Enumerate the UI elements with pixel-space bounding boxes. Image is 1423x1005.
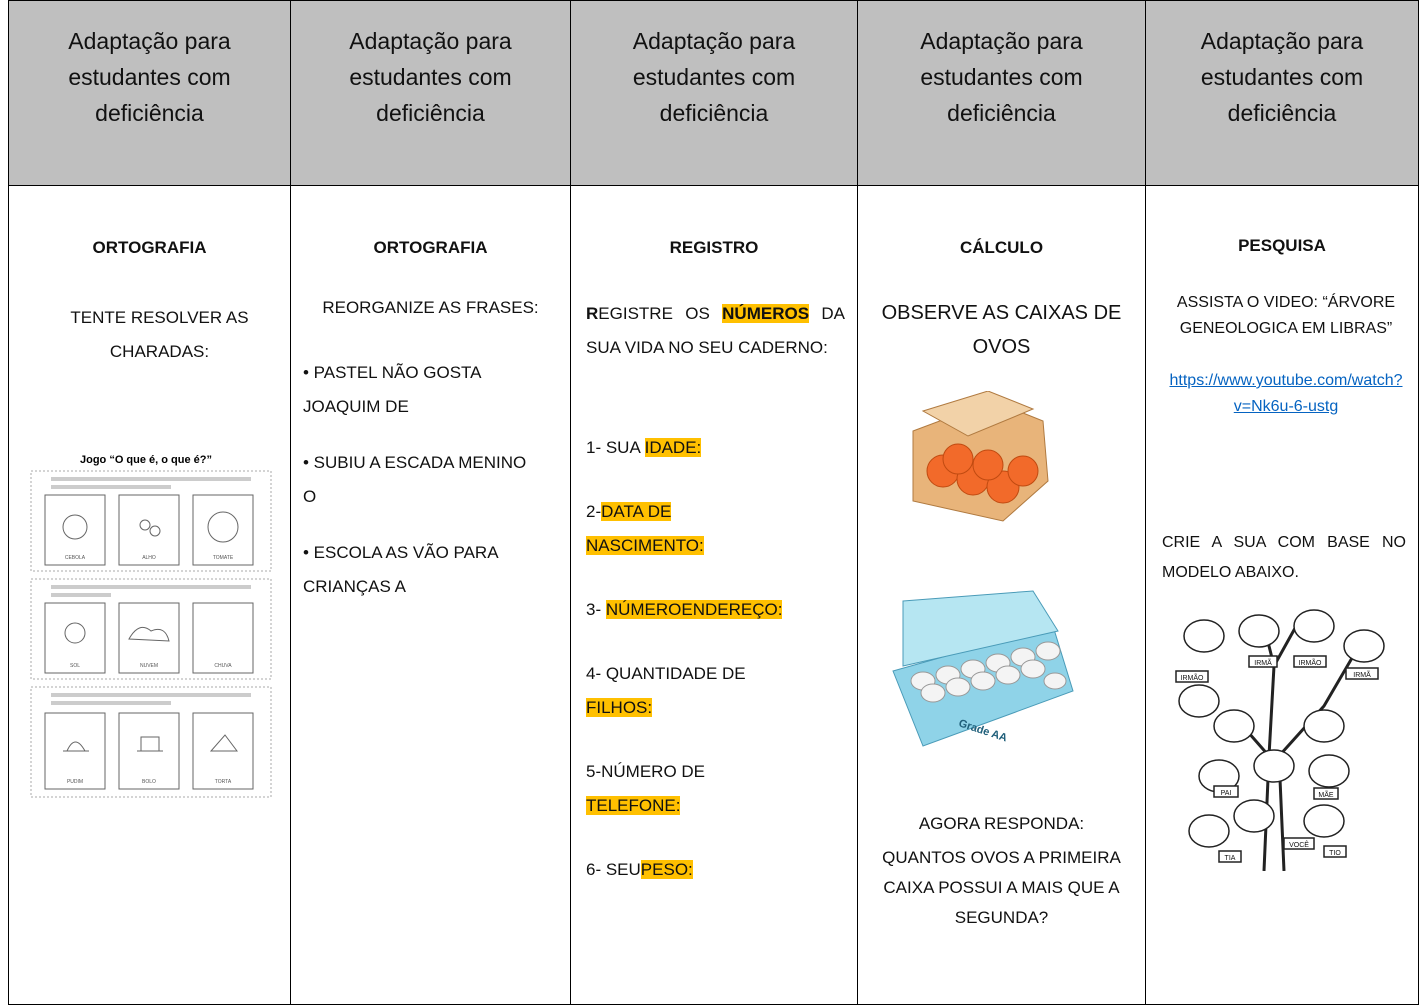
tree-label: IRMÃ — [1254, 658, 1272, 667]
item: • ESCOLA AS VÃO PARA CRIANÇAS A — [303, 543, 498, 596]
header-cell: Adaptação para estudantes com deficiênci… — [8, 0, 291, 186]
cell: ORTOGRAFIA REORGANIZE AS FRASES: • PASTE… — [290, 185, 571, 1005]
item: 6- SEUPESO: — [586, 853, 821, 887]
header-cell: Adaptação para estudantes com deficiênci… — [290, 0, 571, 186]
header-text: Adaptação para estudantes com deficiênci… — [349, 28, 512, 126]
tree-label: TIA — [1225, 855, 1236, 862]
item-field: IDADE: — [644, 438, 702, 457]
link-box: https://www.youtube.com/watch?v=Nk6u-6-u… — [1166, 368, 1406, 420]
cell: REGISTRO REGISTRE OS NÚMEROS DA SUA VIDA… — [570, 185, 858, 1005]
instruction: ASSISTA O VIDEO: “ÁRVORE GENEOLOGICA EM … — [1176, 294, 1396, 337]
worksheet-label: CHUVA — [214, 663, 232, 669]
worksheet-label: CEBOLA — [65, 555, 86, 561]
tree-label: IRMÃO — [1181, 673, 1205, 682]
instruction: CRIE A SUA COM BASE NO MODELO ABAIXO. — [1162, 534, 1406, 581]
header-cell: Adaptação para estudantes com deficiênci… — [1145, 0, 1419, 186]
question: QUANTOS OVOS A PRIMEIRA CAIXA POSSUI A M… — [882, 848, 1121, 927]
egg-cartons: Grade AA — [892, 391, 1074, 747]
item-field: DATA DE NASCIMENTO: — [586, 502, 704, 555]
worksheet-title: Jogo “O que é, o que é?” — [80, 454, 212, 466]
worksheet-image: Jogo “O que é, o que é?” CEBOLA ALHO TOM… — [30, 454, 272, 798]
tree-label: IRMÃ — [1353, 670, 1371, 679]
intro-initial: R — [586, 304, 599, 323]
item-list: 1- SUA IDADE: 2-DATA DE NASCIMENTO: 3- N… — [586, 431, 821, 887]
header-text: Adaptação para estudantes com deficiênci… — [68, 28, 231, 126]
instruction: OBSERVE AS CAIXAS DE OVOS — [881, 302, 1122, 358]
header-text: Adaptação para estudantes com deficiênci… — [632, 28, 796, 126]
worksheet-label: BOLO — [142, 779, 156, 785]
item: 1- SUA IDADE: — [586, 431, 821, 465]
item-list: • PASTEL NÃO GOSTA JOAQUIM DE • SUBIU A … — [303, 356, 540, 604]
item-label: 5-NÚMERO DE — [586, 762, 706, 781]
header-cell: Adaptação para estudantes com deficiênci… — [857, 0, 1146, 186]
worksheet-label: TOMATE — [213, 555, 234, 561]
header-text: Adaptação para estudantes com deficiênci… — [920, 28, 1083, 126]
cell-title: REGISTRO — [669, 238, 759, 257]
item-label: 3- — [586, 600, 606, 619]
cell-title: PESQUISA — [1238, 236, 1326, 255]
tree-label: TIO — [1329, 850, 1341, 857]
item-label: 1- SUA — [586, 438, 645, 457]
intro: REGISTRE OS NÚMEROS DA SUA VIDA NO SEU C… — [586, 297, 845, 365]
intro-text: EGISTRE OS — [598, 304, 723, 323]
item: 2-DATA DE NASCIMENTO: — [586, 495, 746, 563]
header-text: Adaptação para estudantes com deficiênci… — [1200, 28, 1364, 126]
tree-label: IRMÃO — [1299, 658, 1323, 667]
worksheet-label: NUVEM — [140, 663, 158, 669]
cell: PESQUISA ASSISTA O VIDEO: “ÁRVORE GENEOL… — [1145, 185, 1419, 1005]
item: 5-NÚMERO DE TELEFONE: — [586, 755, 746, 823]
cell: CÁLCULO OBSERVE AS CAIXAS DE OVOS Grade … — [857, 185, 1146, 1005]
item: • SUBIU A ESCADA MENINO O — [303, 453, 527, 506]
prompt: AGORA RESPONDA: — [918, 814, 1085, 833]
cell-title: ORTOGRAFIA — [373, 238, 488, 257]
item-label: 4- QUANTIDADE DE — [586, 664, 746, 683]
video-link[interactable]: https://www.youtube.com/watch?v=Nk6u-6-u… — [1169, 372, 1403, 415]
family-tree: IRMÃ IRMÃO IRMÃO IRMÃ PAI MÃE VOCÊ TIA T… — [1175, 609, 1385, 871]
item-field: FILHOS: — [586, 698, 653, 717]
worksheet-label: SOL — [70, 663, 80, 669]
item-field: TELEFONE: — [586, 796, 681, 815]
item: • PASTEL NÃO GOSTA JOAQUIM DE — [303, 363, 481, 416]
tree-label: VOCÊ — [1289, 840, 1309, 849]
worksheet-label: PUDIM — [67, 779, 83, 785]
cell: ORTOGRAFIA TENTE RESOLVER AS CHARADAS: J… — [8, 185, 291, 1005]
worksheet-label: ALHO — [142, 555, 156, 561]
instruction: TENTE RESOLVER AS CHARADAS: — [70, 308, 249, 361]
item-label: 2- — [586, 502, 602, 521]
tree-label: PAI — [1221, 790, 1232, 797]
intro-text: DA SUA VIDA NO SEU CADERNO: — [586, 304, 845, 357]
header-cell: Adaptação para estudantes com deficiênci… — [570, 0, 858, 186]
worksheet-label: TORTA — [215, 779, 232, 785]
item-field: PESO: — [640, 860, 693, 879]
tree-label: MÃE — [1318, 790, 1334, 799]
item: 3- NÚMEROENDEREÇO: — [586, 593, 821, 627]
item: 4- QUANTIDADE DE FILHOS: — [586, 657, 786, 725]
item-field: NÚMEROENDEREÇO: — [605, 600, 783, 619]
item-label: 6- SEU — [586, 860, 641, 879]
intro-keyword: NÚMEROS — [722, 304, 810, 323]
instruction: REORGANIZE AS FRASES: — [322, 298, 539, 317]
cell-title: CÁLCULO — [959, 238, 1044, 257]
cell-title: ORTOGRAFIA — [92, 238, 207, 257]
